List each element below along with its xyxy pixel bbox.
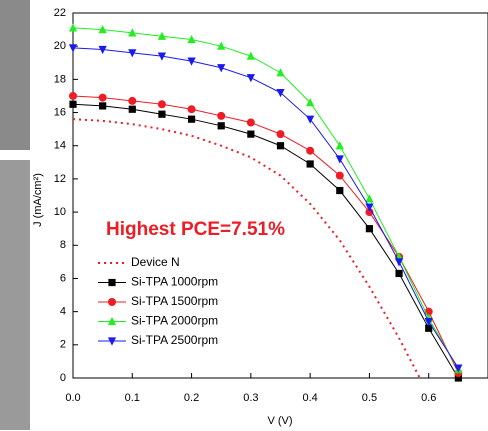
marker <box>454 374 462 382</box>
marker <box>99 102 107 110</box>
x-tick-label: 0.6 <box>421 392 436 404</box>
legend-label: Device N <box>131 255 180 269</box>
marker <box>157 31 167 40</box>
x-tick-label: 0.4 <box>302 392 317 404</box>
annotation: Highest PCE=7.51% <box>106 219 285 240</box>
marker <box>107 337 117 346</box>
marker <box>187 57 196 66</box>
series-line <box>72 27 459 370</box>
x-tick-label: 0.5 <box>362 392 377 404</box>
marker <box>187 105 196 114</box>
marker <box>108 298 116 306</box>
legend-label: Si-TPA 1000rpm <box>131 275 218 289</box>
marker <box>69 91 77 100</box>
marker <box>98 45 107 55</box>
marker <box>335 141 344 150</box>
marker <box>128 49 137 58</box>
y-tick-label: 12 <box>54 173 66 185</box>
series-line <box>72 47 459 369</box>
x-axis-label: V (V) <box>267 415 292 427</box>
marker <box>187 34 196 44</box>
marker <box>187 115 196 123</box>
y-tick-label: 0 <box>60 372 66 384</box>
marker <box>69 100 77 108</box>
marker <box>276 130 285 139</box>
marker <box>217 111 226 120</box>
marker <box>276 142 285 150</box>
y-tick-label: 18 <box>54 73 66 85</box>
marker <box>128 96 137 105</box>
y-tick-label: 20 <box>54 40 66 52</box>
x-tick-label: 0.3 <box>243 392 258 404</box>
marker <box>157 100 166 109</box>
marker <box>276 68 285 77</box>
y-tick-label: 8 <box>60 239 66 251</box>
y-tick-label: 14 <box>54 140 66 152</box>
marker <box>395 269 403 278</box>
image-fragment <box>0 0 30 150</box>
marker <box>335 171 344 180</box>
series-line <box>72 103 459 379</box>
y-tick-label: 16 <box>54 106 66 118</box>
y-tick-label: 10 <box>54 206 66 218</box>
x-tick-label: 0.2 <box>184 392 199 404</box>
marker <box>157 52 167 61</box>
marker <box>306 160 314 168</box>
marker <box>336 186 344 195</box>
y-tick-label: 6 <box>60 272 66 284</box>
marker <box>365 194 374 203</box>
legend-label: Si-TPA 2500rpm <box>131 333 218 347</box>
marker <box>246 118 255 127</box>
marker <box>217 41 226 50</box>
marker <box>158 110 166 118</box>
marker <box>306 146 315 155</box>
marker <box>276 89 285 98</box>
y-tick-label: 22 <box>54 7 66 19</box>
marker <box>394 258 404 267</box>
marker <box>454 364 463 373</box>
marker <box>365 203 374 212</box>
marker <box>68 23 78 32</box>
marker <box>128 28 137 37</box>
marker <box>306 115 315 124</box>
marker <box>107 316 117 326</box>
y-axis-label: J (mA/cm²) <box>32 173 44 227</box>
marker <box>365 225 374 233</box>
marker <box>68 44 78 53</box>
marker <box>425 324 433 332</box>
marker <box>108 278 116 287</box>
marker <box>247 130 255 138</box>
marker <box>335 155 344 164</box>
y-tick-label: 4 <box>60 306 66 318</box>
marker <box>306 97 315 107</box>
x-tick-label: 0.0 <box>65 392 80 404</box>
image-fragment <box>0 160 30 430</box>
legend-label: Si-TPA 1500rpm <box>131 294 218 308</box>
marker <box>424 317 433 327</box>
marker <box>246 51 255 60</box>
legend-label: Si-TPA 2000rpm <box>131 314 218 328</box>
x-tick-label: 0.1 <box>125 392 140 404</box>
plot-frame <box>72 12 488 379</box>
y-tick-label: 2 <box>60 339 66 351</box>
marker <box>98 93 107 102</box>
series-line <box>72 118 421 379</box>
marker <box>217 64 226 73</box>
marker <box>128 105 136 113</box>
marker <box>98 24 107 34</box>
marker <box>246 74 255 83</box>
marker <box>217 122 225 130</box>
series-line <box>72 95 459 374</box>
